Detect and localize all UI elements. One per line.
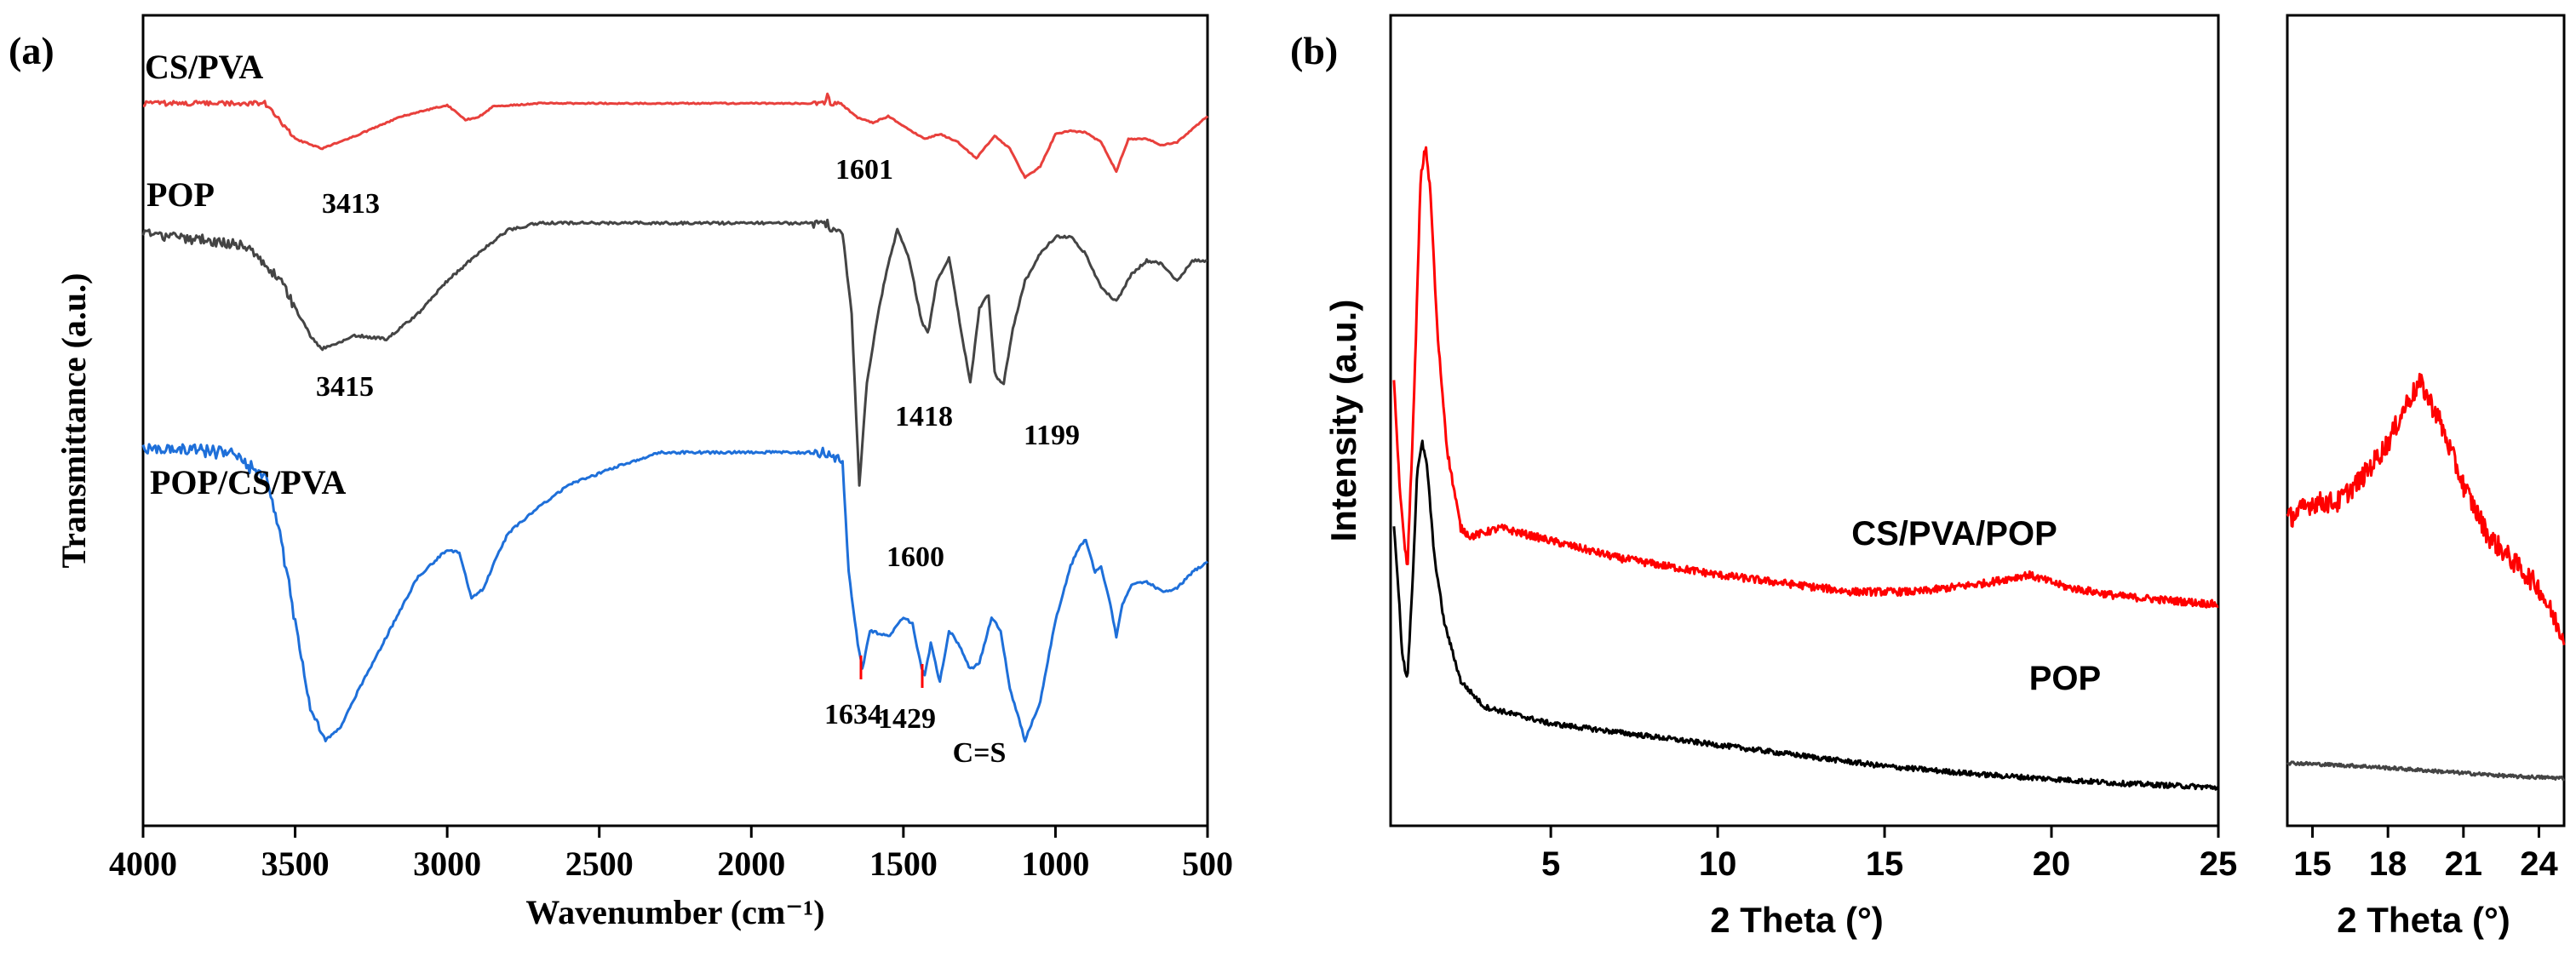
panel-a-x-tick-label-500: 500: [1182, 845, 1233, 883]
panel-b-x-tick-label-25: 25: [2200, 845, 2238, 883]
annotation-3413: 3413: [322, 188, 380, 220]
curve-pop: [141, 218, 1208, 487]
panel-a-x-tick-label-1500: 1500: [869, 845, 938, 883]
annotation-1634: 1634: [824, 699, 882, 730]
panel-b-y-axis-title: Intensity (a.u.): [1323, 300, 1363, 542]
panel-b-x-tick-label-20: 20: [2033, 845, 2071, 883]
panel-a-series-labels: CS/PVA POP POP/CS/PVA: [145, 48, 347, 501]
annotation-c-s: C=S: [953, 737, 1007, 769]
annotation-1418: 1418: [895, 401, 953, 432]
panel-b-label: (b): [1290, 29, 1338, 72]
panel-b-main-frame: [1389, 14, 2220, 827]
panel-a-x-tick-label-2000: 2000: [717, 845, 785, 883]
series-label-b-pop: POP: [2029, 660, 2101, 697]
panel-a-x-tick-label-1000: 1000: [1021, 845, 1089, 883]
panel-b-series-labels: CS/PVA/POP POP: [1851, 515, 2101, 697]
panel-a-x-tick-label-4000: 4000: [109, 845, 177, 883]
curve-b-cs-pva-pop: [1392, 146, 2219, 609]
panel-b: (b) 5 10 15 20 25 15 18 21 24 CS/PVA/POP POP 2 T…: [1290, 14, 2566, 940]
panel-b-x-tick-label-10: 10: [1699, 845, 1737, 883]
panel-b-x-tick-label-15: 15: [1866, 845, 1904, 883]
panel-a-plot-frame: [141, 14, 1209, 827]
panel-b-zoom-x-tick-label-18: 18: [2369, 845, 2407, 883]
panel-a-x-tick-label-3000: 3000: [413, 845, 481, 883]
annotation-1600: 1600: [886, 541, 944, 573]
annotation-1429: 1429: [878, 703, 936, 735]
curve-zoom-pop: [2286, 760, 2566, 782]
panel-a-x-tick-label-3500: 3500: [261, 845, 330, 883]
panel-a-label: (a): [9, 29, 55, 72]
panel-a-x-ticks: 4000 3500 3000 2500 2000 1500 1000 500: [109, 826, 1233, 883]
panel-a-x-axis-title: Wavenumber (cm⁻¹): [525, 893, 824, 931]
panel-b-zoom-x-ticks: 15 18 21 24: [2293, 826, 2558, 883]
curve-cs-pva: [143, 92, 1209, 180]
panel-b-x-tick-label-5: 5: [1541, 845, 1560, 883]
panel-a-y-axis-title: Transmittance (a.u.): [55, 273, 93, 569]
panel-a-curves: [141, 92, 1209, 743]
panel-b-x-ticks: 5 10 15 20 25: [1541, 826, 2237, 883]
panel-b-zoom-curves: [2286, 372, 2566, 782]
annotation-3415: 3415: [316, 371, 374, 403]
series-label-b-cs-pva-pop: CS/PVA/POP: [1851, 515, 2057, 553]
panel-a: (a) 4000 3500 3000 2500 2000 1500 1000 500 CS/P…: [9, 14, 1233, 931]
panel-b-x-axis-title: 2 Theta (°): [1710, 900, 1883, 940]
panel-b-zoom-x-tick-label-15: 15: [2293, 845, 2332, 883]
curve-zoom-cs-pva-pop: [2286, 372, 2566, 645]
curve-pop-cs-pva: [141, 443, 1208, 743]
panel-a-markers: [859, 656, 924, 688]
panel-b-zoom-x-tick-label-21: 21: [2445, 845, 2483, 883]
annotation-1601: 1601: [835, 154, 893, 186]
annotation-1199: 1199: [1024, 420, 1080, 451]
panel-b-zoom-x-axis-title: 2 Theta (°): [2337, 900, 2510, 940]
panel-b-zoom-frame: [2286, 14, 2566, 827]
panel-b-zoom-x-tick-label-24: 24: [2520, 845, 2558, 883]
series-label-cs-pva: CS/PVA: [145, 48, 263, 86]
series-label-pop: POP: [146, 175, 215, 214]
panel-b-curves: [1392, 146, 2219, 791]
curve-b-pop: [1392, 439, 2219, 791]
panel-a-x-tick-label-2500: 2500: [565, 845, 634, 883]
series-label-pop-cs-pva: POP/CS/PVA: [150, 463, 347, 501]
